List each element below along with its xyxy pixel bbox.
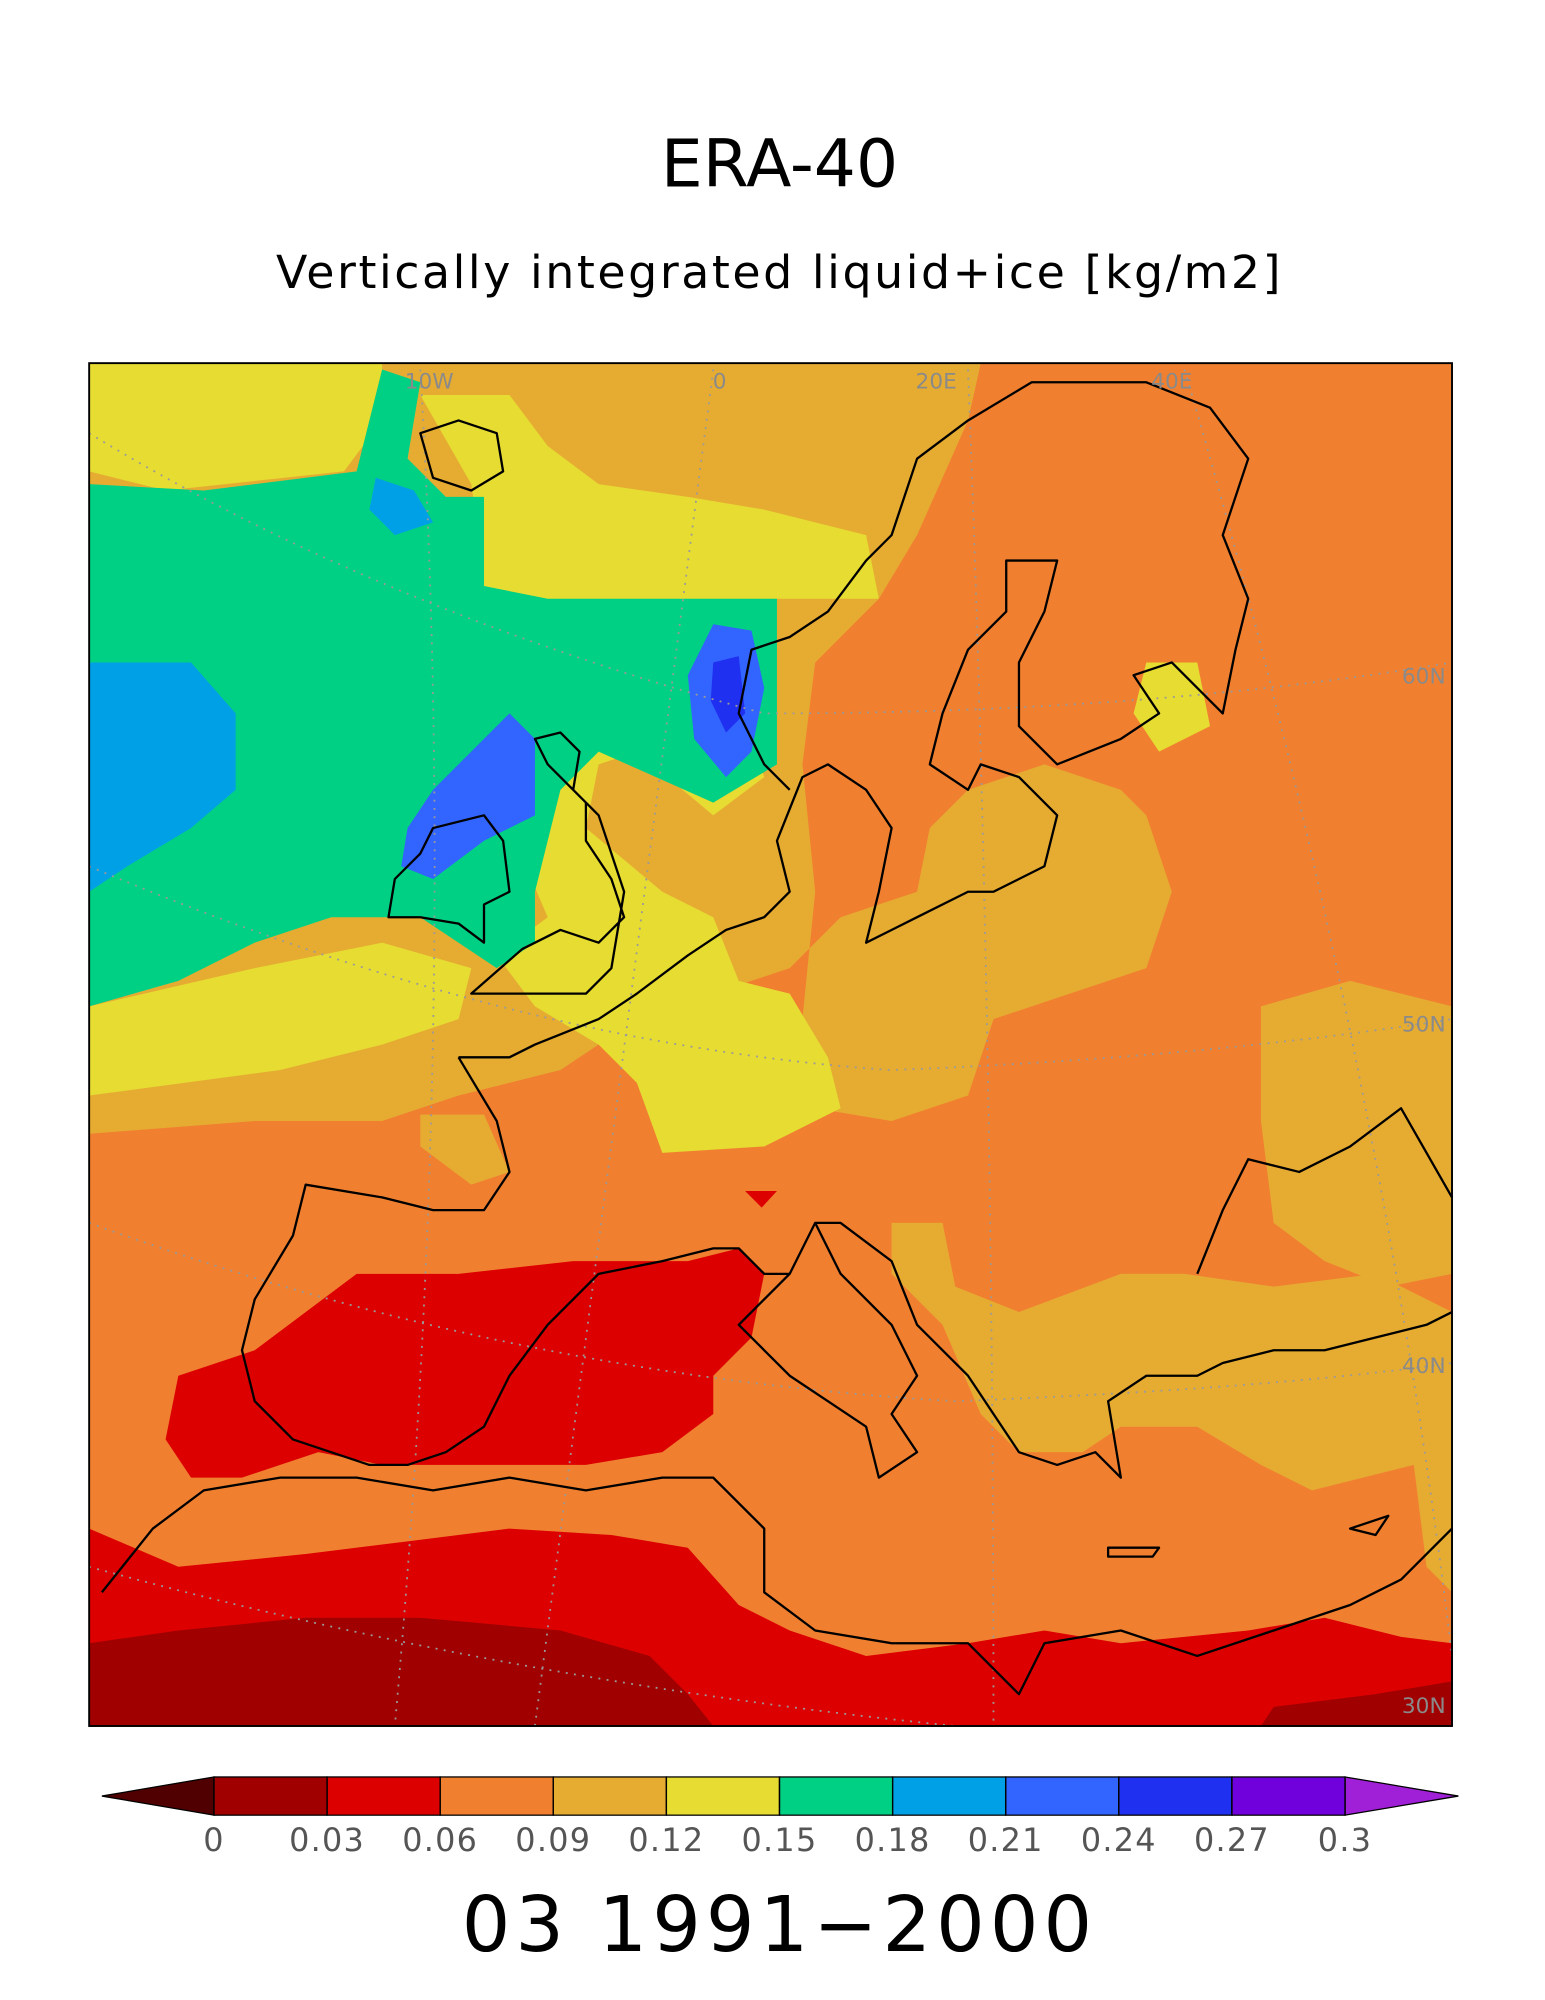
colorbar-box — [1005, 1776, 1120, 1816]
colorbar-label: 0.18 — [855, 1821, 931, 1859]
coastline — [1106, 1546, 1161, 1558]
colorbar-box — [213, 1776, 328, 1816]
colorbar-label: 0.09 — [515, 1821, 591, 1859]
colorbar-label: 0.24 — [1081, 1821, 1157, 1859]
map-frame — [88, 362, 1453, 1727]
field-region — [401, 713, 535, 879]
field-region — [369, 477, 434, 536]
coastline — [419, 419, 505, 492]
colorbar-label: 0.03 — [289, 1821, 365, 1859]
colorbar-box — [552, 1776, 668, 1816]
field-region — [710, 656, 746, 733]
meridian — [1183, 369, 1453, 1657]
field-region — [89, 363, 383, 491]
lat-label: 50N — [1402, 1012, 1446, 1037]
field-region — [165, 1248, 765, 1478]
colorbar-label: 0.12 — [628, 1821, 704, 1859]
colorbar-label: 0.21 — [968, 1821, 1044, 1859]
meridian — [967, 369, 995, 1727]
parallel — [89, 1222, 1453, 1403]
colorbar-label: 0.27 — [1194, 1821, 1270, 1859]
field-region — [420, 1114, 510, 1185]
field-region — [89, 1617, 714, 1727]
subtitle: Vertically integrated liquid+ice [kg/m2] — [276, 245, 1283, 299]
title: ERA-40 — [661, 125, 898, 202]
colorbar-box — [326, 1776, 441, 1816]
colorbar-box — [778, 1776, 894, 1816]
colorbar: 0 0.03 0.06 0.09 0.12 0.15 0.18 0.21 0.24 0.27 0.3 — [101, 1776, 1459, 1859]
graticule — [89, 369, 1453, 1727]
lat-label: 40N — [1402, 1354, 1446, 1379]
lon-label: 10W — [405, 369, 454, 394]
coastline — [1196, 1107, 1454, 1275]
field-region — [1260, 1681, 1453, 1727]
field-region — [1133, 662, 1211, 752]
field — [89, 363, 1453, 1727]
field-region — [89, 369, 777, 1007]
coastline — [458, 381, 1250, 1059]
lon-label: 0 — [713, 369, 727, 394]
lon-label: 40E — [1151, 369, 1192, 394]
field-region — [745, 1191, 777, 1208]
colorbar-box — [1231, 1776, 1346, 1816]
colorbar-label: 0.3 — [1318, 1821, 1372, 1859]
field-region — [420, 394, 879, 1153]
field-region — [891, 1222, 1453, 1593]
meridian — [393, 369, 436, 1727]
field-region — [89, 662, 236, 892]
period: 03 1991−2000 — [462, 1881, 1098, 1970]
colorbar-label: 0.06 — [402, 1821, 478, 1859]
colorbar-box — [665, 1776, 781, 1816]
colorbar-label: 0 — [203, 1821, 225, 1859]
coastline — [387, 814, 511, 944]
lat-label: 60N — [1402, 665, 1446, 690]
field-region — [89, 942, 472, 1096]
colorbar-box — [439, 1776, 554, 1816]
coastline — [1348, 1514, 1390, 1537]
coastline — [240, 1056, 1453, 1479]
coastline — [101, 1476, 1453, 1696]
under-triangle — [101, 1776, 215, 1816]
colorbar-label: 0.15 — [742, 1821, 818, 1859]
coastline — [470, 731, 626, 995]
over-triangle — [1344, 1776, 1459, 1816]
coastlines — [101, 381, 1454, 1696]
colorbar-box — [1118, 1776, 1233, 1816]
parallel — [89, 1565, 956, 1727]
lat-label: 30N — [1402, 1694, 1446, 1719]
coastline — [737, 1222, 919, 1479]
lon-label: 20E — [916, 369, 957, 394]
colorbar-box — [891, 1776, 1007, 1816]
field-region — [1260, 980, 1453, 1287]
